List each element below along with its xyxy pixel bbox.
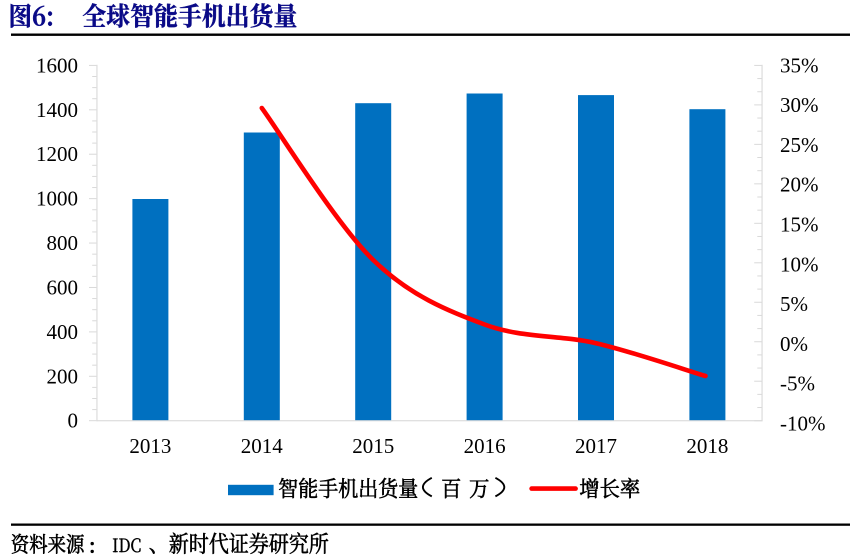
svg-text:10%: 10%: [780, 252, 819, 276]
svg-text:5%: 5%: [780, 292, 808, 316]
svg-text:0: 0: [68, 409, 79, 433]
svg-text:600: 600: [47, 276, 79, 300]
svg-text:200: 200: [47, 364, 79, 388]
svg-text:25%: 25%: [780, 133, 819, 157]
svg-text:2015: 2015: [352, 434, 394, 458]
svg-text:1200: 1200: [36, 142, 78, 166]
svg-text:35%: 35%: [780, 53, 819, 77]
svg-text:1000: 1000: [36, 187, 78, 211]
svg-text:-10%: -10%: [780, 411, 826, 435]
svg-text:400: 400: [47, 320, 79, 344]
svg-text:-5%: -5%: [780, 372, 815, 396]
svg-text:30%: 30%: [780, 93, 819, 117]
svg-text:2018: 2018: [686, 434, 728, 458]
svg-text:800: 800: [47, 231, 79, 255]
svg-text:1600: 1600: [36, 53, 78, 77]
svg-text:2013: 2013: [129, 434, 171, 458]
svg-text:1400: 1400: [36, 98, 78, 122]
svg-text:2016: 2016: [464, 434, 506, 458]
svg-text:0%: 0%: [780, 332, 808, 356]
svg-text:2017: 2017: [575, 434, 617, 458]
svg-text:2014: 2014: [241, 434, 284, 458]
svg-text:20%: 20%: [780, 173, 819, 197]
svg-text:15%: 15%: [780, 213, 819, 237]
